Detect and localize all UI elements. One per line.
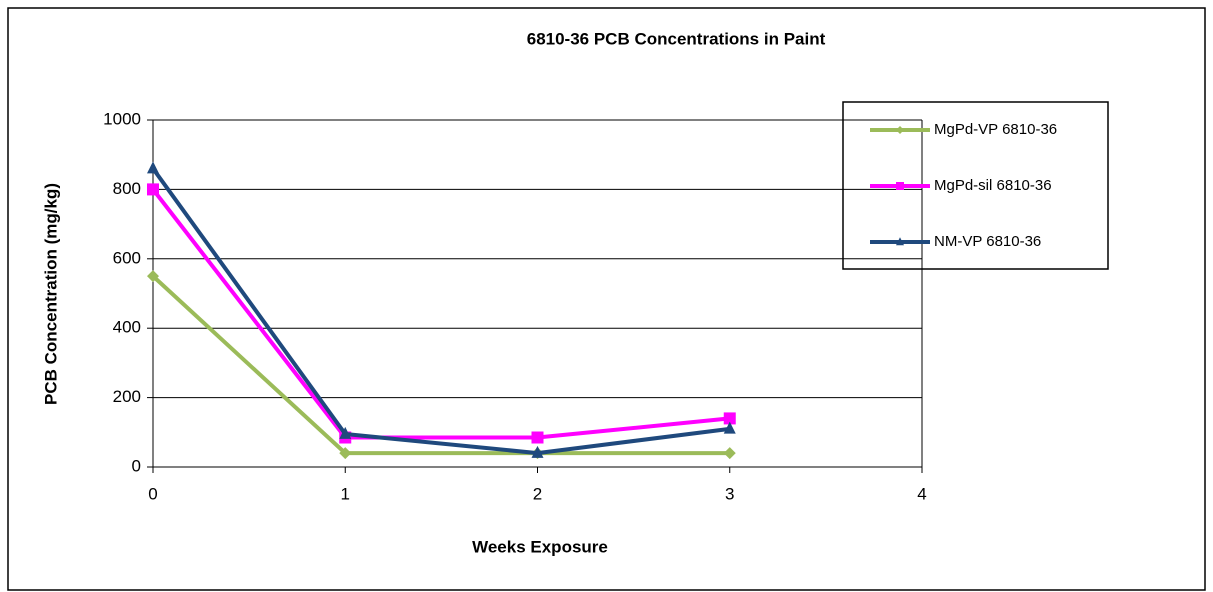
legend-marker bbox=[896, 182, 904, 190]
series-line bbox=[151, 274, 730, 456]
data-point bbox=[531, 431, 544, 444]
data-point bbox=[339, 426, 352, 439]
data-point bbox=[339, 447, 352, 460]
data-point bbox=[531, 445, 544, 458]
series-line bbox=[151, 188, 730, 440]
y-axis-label: PCB Concentration (mg/kg) bbox=[41, 183, 60, 405]
legend-label: MgPd-VP 6810-36 bbox=[934, 121, 1057, 138]
x-tick-label: 4 bbox=[917, 484, 926, 503]
legend-marker bbox=[896, 126, 904, 134]
x-tick-label: 0 bbox=[148, 484, 157, 503]
data-point bbox=[147, 161, 159, 174]
legend-marker bbox=[896, 237, 904, 246]
y-tick-label: 400 bbox=[113, 318, 141, 337]
x-tick-label: 3 bbox=[725, 484, 734, 503]
y-tick-label: 0 bbox=[132, 456, 141, 475]
x-tick-label: 2 bbox=[533, 484, 542, 503]
x-tick-label: 1 bbox=[341, 484, 350, 503]
y-tick-label: 200 bbox=[113, 387, 141, 406]
data-point bbox=[147, 270, 159, 283]
data-point bbox=[723, 447, 736, 460]
y-tick-label: 1000 bbox=[103, 109, 141, 128]
data-point bbox=[147, 183, 159, 196]
series-line bbox=[151, 167, 731, 456]
x-axis-label: Weeks Exposure bbox=[472, 537, 608, 556]
y-tick-label: 600 bbox=[113, 248, 141, 267]
legend-label: NM-VP 6810-36 bbox=[934, 233, 1041, 250]
data-point bbox=[723, 421, 736, 434]
chart-border bbox=[7, 7, 1206, 591]
legend-label: MgPd-sil 6810-36 bbox=[934, 177, 1052, 194]
data-point bbox=[723, 412, 736, 425]
chart-title: 6810-36 PCB Concentrations in Paint bbox=[527, 29, 826, 48]
y-tick-label: 800 bbox=[113, 179, 141, 198]
